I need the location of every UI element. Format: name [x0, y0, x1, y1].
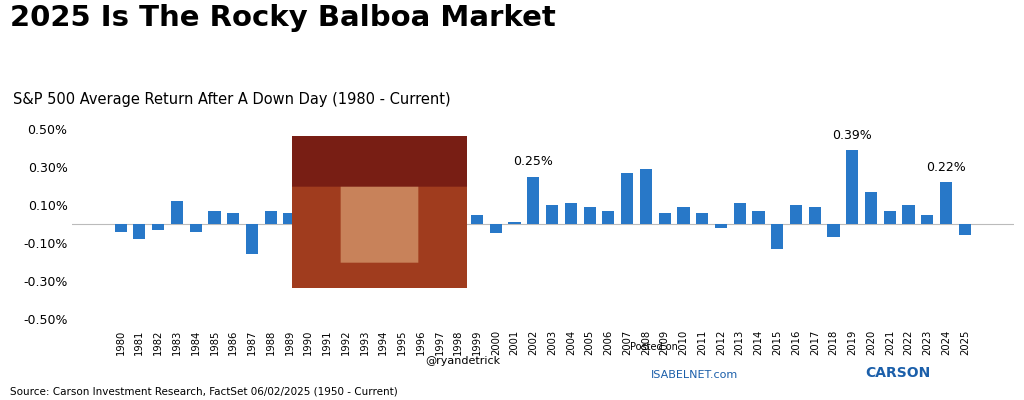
- Bar: [790, 205, 802, 224]
- Bar: [640, 169, 652, 224]
- Text: 2025 Is The Rocky Balboa Market: 2025 Is The Rocky Balboa Market: [10, 4, 556, 32]
- Bar: [846, 150, 858, 224]
- Bar: [471, 214, 483, 224]
- Bar: [696, 213, 709, 224]
- Bar: [658, 213, 671, 224]
- Text: 0.39%: 0.39%: [833, 129, 872, 142]
- Bar: [189, 224, 202, 232]
- Bar: [809, 207, 821, 224]
- Bar: [321, 213, 333, 224]
- Bar: [489, 224, 502, 234]
- Bar: [133, 224, 145, 239]
- Bar: [602, 211, 614, 224]
- Bar: [546, 205, 558, 224]
- Bar: [865, 192, 878, 224]
- Bar: [433, 214, 445, 224]
- Bar: [396, 207, 409, 224]
- Bar: [753, 211, 765, 224]
- Text: S&P 500 Average Return After A Down Day (1980 - Current): S&P 500 Average Return After A Down Day …: [13, 92, 451, 107]
- Bar: [884, 211, 896, 224]
- Bar: [358, 211, 371, 224]
- Bar: [302, 214, 314, 224]
- Text: Source: Carson Investment Research, FactSet 06/02/2025 (1950 - Current): Source: Carson Investment Research, Fact…: [10, 386, 398, 396]
- Bar: [771, 224, 783, 248]
- Text: @ryandetrick: @ryandetrick: [425, 356, 500, 366]
- Text: 0.22%: 0.22%: [926, 161, 966, 174]
- Text: ISABELNET.com: ISABELNET.com: [651, 370, 738, 380]
- Text: 0.25%: 0.25%: [513, 155, 553, 168]
- Bar: [415, 213, 427, 224]
- Bar: [246, 224, 258, 254]
- Bar: [453, 213, 465, 224]
- Bar: [621, 173, 633, 224]
- Bar: [902, 205, 914, 224]
- Bar: [227, 213, 240, 224]
- Bar: [509, 222, 520, 224]
- Bar: [715, 224, 727, 228]
- Bar: [152, 224, 164, 230]
- Bar: [922, 214, 934, 224]
- Text: Posted on: Posted on: [630, 342, 678, 352]
- Bar: [284, 213, 296, 224]
- Bar: [171, 201, 183, 224]
- Bar: [584, 207, 596, 224]
- Bar: [940, 182, 952, 224]
- Bar: [208, 211, 220, 224]
- Bar: [677, 207, 689, 224]
- Text: CARSON: CARSON: [865, 366, 931, 380]
- Bar: [264, 211, 276, 224]
- Bar: [340, 224, 352, 228]
- Bar: [958, 224, 971, 235]
- Bar: [733, 203, 745, 224]
- Bar: [115, 224, 127, 232]
- Bar: [527, 177, 540, 224]
- Bar: [377, 224, 389, 230]
- Bar: [565, 203, 577, 224]
- Bar: [827, 224, 840, 237]
